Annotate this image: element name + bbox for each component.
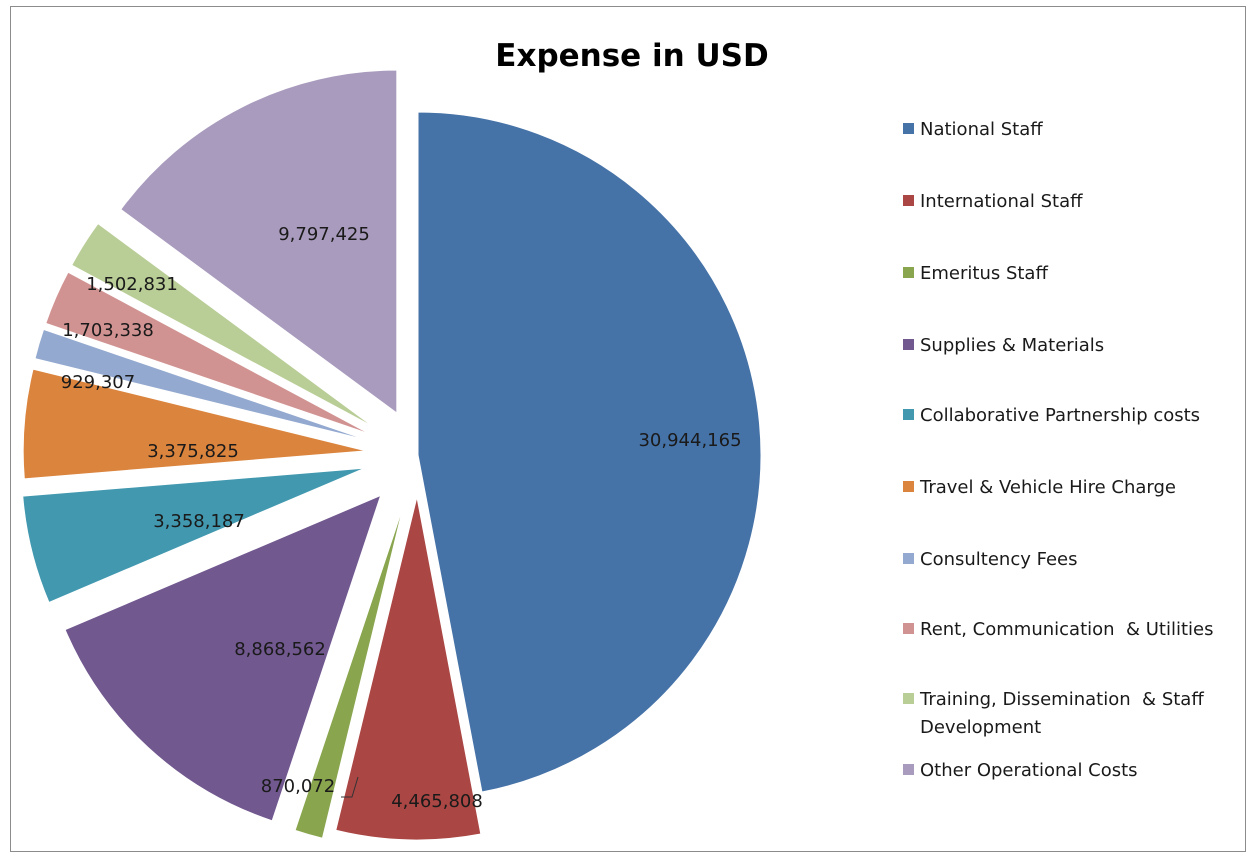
legend: National Staff International Staff Emeritu… [903,119,1214,781]
pie-slice-supplies-materials [64,494,382,822]
legend-swatch [903,195,914,206]
data-label: 1,703,338 [62,320,154,341]
legend-swatch [903,623,914,634]
pie-slice-international-staff [335,496,482,841]
legend-swatch [903,764,914,775]
data-label: 9,797,425 [278,224,370,245]
legend-swatch [903,693,914,704]
legend-label: Collaborative Partnership costs [920,405,1200,426]
data-label: 30,944,165 [638,430,741,451]
data-label: 3,358,187 [153,511,245,532]
data-label: 8,868,562 [234,639,326,660]
legend-label: Consultency Fees [920,549,1077,570]
legend-label: Emeritus Staff [920,263,1048,284]
pie-slice-rent-communication-utilities [45,271,371,435]
pie-slice-consultency-fees [34,328,369,441]
pie-slices [22,69,762,841]
legend-label: Supplies & Materials [920,335,1104,356]
chart-title: Expense in USD [495,38,768,74]
legend-label: International Staff [920,191,1083,212]
pie-slice-collaborative-partnership-costs [22,467,365,604]
legend-label: Travel & Vehicle Hire Charge [919,477,1176,498]
pie-slice-emeritus-staff [294,504,405,839]
data-label: 870,072 [261,776,335,797]
data-label: 3,375,825 [147,441,239,462]
legend-swatch [903,481,914,492]
legend-swatch [903,267,914,278]
leader-line [341,776,359,798]
pie-slice-training-dissemination-staff-development [71,222,375,428]
data-labels: 30,944,165 4,465,808 870,072 8,868,562 3,358… [61,224,742,812]
pie-slice-travel-vehicle-hire-charge [22,368,367,480]
pie-slice-other-operational-costs [120,69,398,415]
legend-swatch [903,339,914,350]
legend-label: Other Operational Costs [920,760,1138,781]
legend-swatch [903,553,914,564]
legend-label: National Staff [920,119,1043,140]
data-label: 1,502,831 [86,274,178,295]
data-label: 929,307 [61,372,135,393]
legend-swatch [903,409,914,420]
legend-label: Training, Dissemination & Staff Developme… [919,689,1204,738]
legend-label: Rent, Communication & Utilities [920,619,1214,640]
pie-slice-national-staff [417,111,762,793]
data-label: 4,465,808 [391,791,483,812]
legend-swatch [903,123,914,134]
